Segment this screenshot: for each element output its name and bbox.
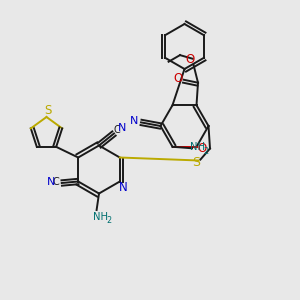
Text: NH: NH: [93, 212, 108, 222]
Text: N: N: [118, 181, 127, 194]
Text: O: O: [197, 142, 206, 155]
Text: S: S: [44, 104, 51, 118]
Text: N: N: [47, 177, 56, 187]
Text: O: O: [174, 72, 183, 85]
Text: NH: NH: [190, 142, 206, 152]
Text: 2: 2: [106, 216, 111, 225]
Text: N: N: [130, 116, 139, 126]
Text: S: S: [193, 156, 200, 170]
Text: N: N: [118, 123, 126, 133]
Text: C: C: [53, 177, 60, 187]
Text: C: C: [114, 124, 121, 135]
Text: O: O: [186, 53, 195, 66]
Text: 2: 2: [203, 147, 209, 156]
